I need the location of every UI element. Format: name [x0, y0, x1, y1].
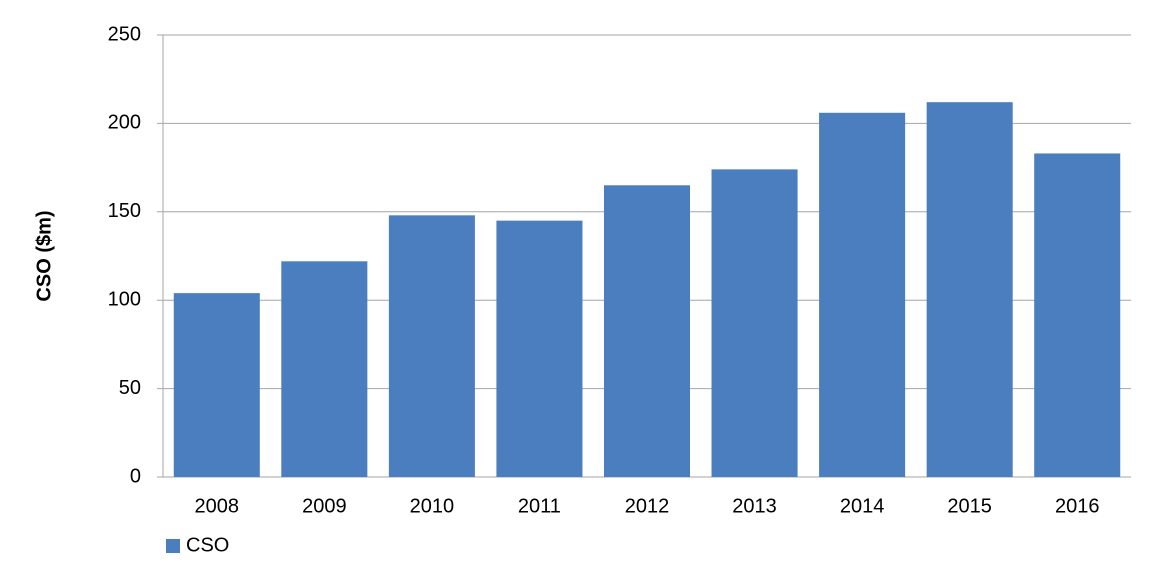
y-tick-label: 150 [108, 200, 141, 222]
bar [388, 215, 475, 477]
x-tick-label: 2010 [410, 495, 455, 517]
bar [496, 220, 583, 477]
bar [1034, 153, 1121, 477]
x-tick-label: 2016 [1055, 495, 1100, 517]
bar [926, 102, 1013, 478]
bar [173, 293, 260, 477]
y-tick-label: 250 [108, 23, 141, 45]
x-tick-label: 2014 [840, 495, 885, 517]
x-tick-label: 2008 [195, 495, 240, 517]
bar [603, 185, 691, 477]
legend-swatch [166, 539, 180, 553]
bar [281, 261, 368, 477]
legend-label: CSO [186, 534, 229, 556]
x-tick-label: 2009 [302, 495, 347, 517]
y-tick-label: 0 [130, 465, 141, 487]
bar [711, 169, 798, 478]
y-tick-label: 50 [119, 377, 141, 399]
x-tick-label: 2015 [947, 495, 992, 517]
y-tick-label: 200 [108, 112, 141, 134]
x-tick-label: 2011 [518, 495, 561, 517]
y-tick-label: 100 [108, 288, 141, 310]
y-axis-label: CSO ($m) [33, 210, 55, 301]
x-tick-label: 2013 [732, 495, 777, 517]
bar [819, 112, 906, 478]
x-tick-label: 2012 [625, 495, 670, 517]
